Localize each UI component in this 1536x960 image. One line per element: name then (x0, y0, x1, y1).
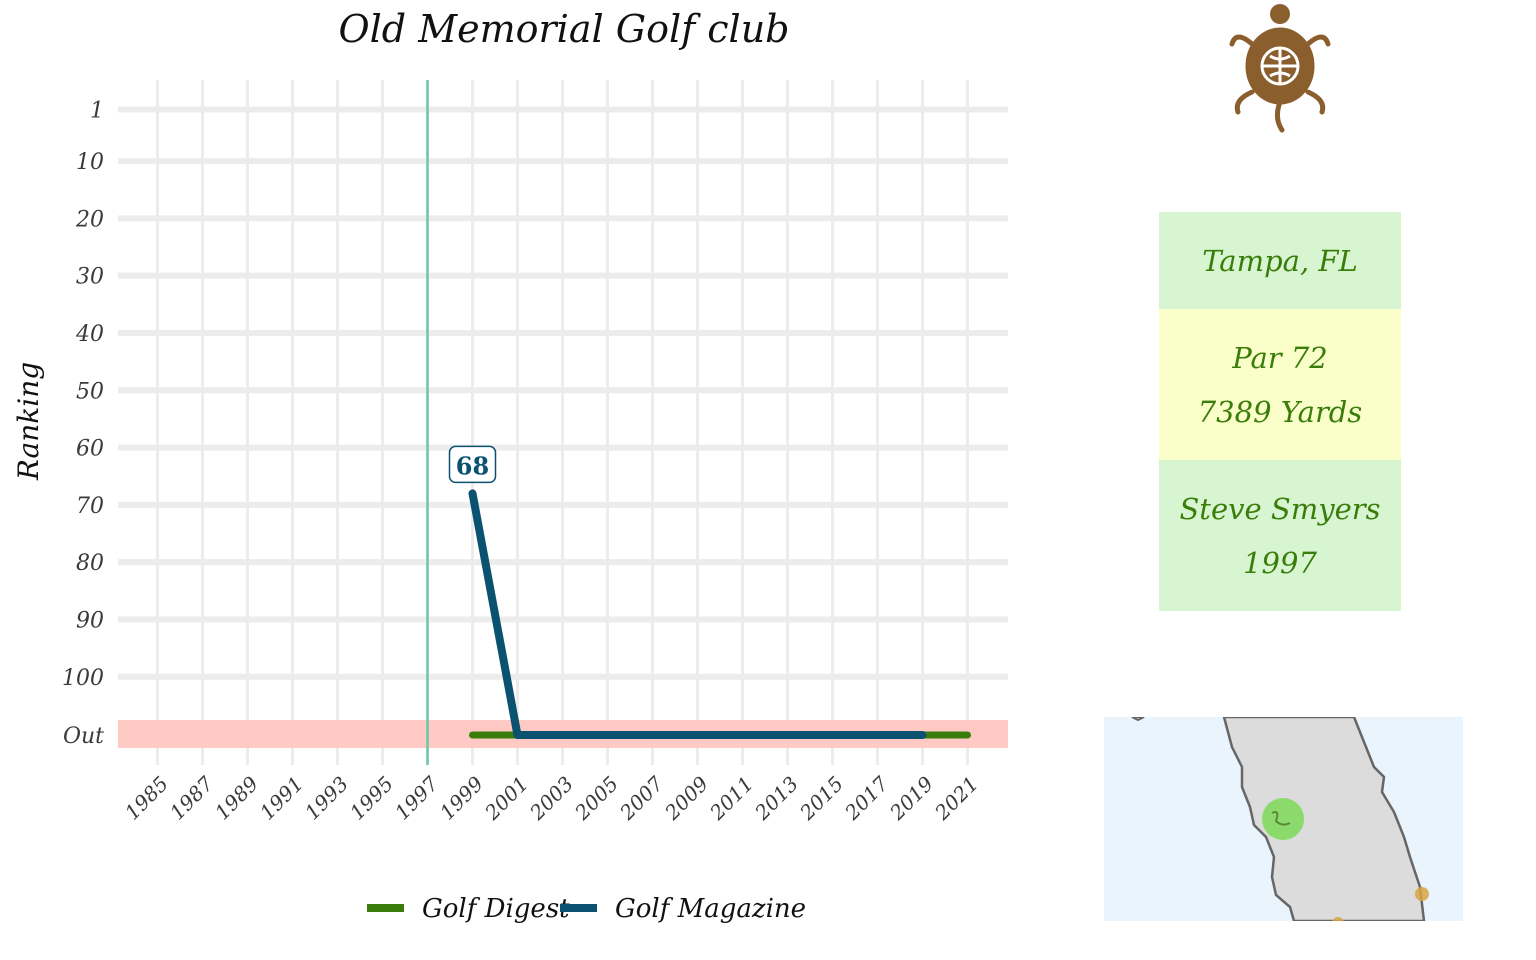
map-other-course (1332, 917, 1344, 921)
x-tick-label: 2003 (524, 772, 578, 826)
architect-block: Steve Smyers 1997 (1159, 460, 1401, 611)
x-tick-label: 2017 (839, 771, 893, 825)
y-tick-label: 10 (76, 150, 104, 175)
series-lines (468, 489, 971, 739)
y-tick-label: 30 (76, 265, 104, 290)
x-tick-label: 2009 (659, 771, 713, 825)
data-label-box (448, 445, 497, 484)
x-tick-label: 1985 (120, 772, 173, 825)
x-tick-label: 2019 (884, 771, 938, 825)
map-highlight-course (1262, 798, 1304, 840)
y-tick-label: 20 (75, 207, 104, 232)
x-tick-label: 2015 (794, 772, 848, 826)
y-tick-label: 40 (75, 322, 104, 347)
y-tick-label: 80 (76, 551, 104, 576)
legend-label: Golf Magazine (615, 894, 806, 924)
x-tick-label: 2021 (929, 772, 983, 826)
location-text: Tampa, FL (1202, 243, 1358, 278)
series-line-golf-magazine (468, 489, 927, 739)
data-labels: 68 (448, 445, 497, 484)
legend-label: Golf Digest (422, 894, 570, 924)
x-tick-label: 2001 (479, 772, 533, 826)
y-tick-label: 100 (62, 666, 104, 691)
x-tick-label: 1991 (255, 772, 308, 825)
turtle-logo (1226, 0, 1334, 140)
map-other-course (1415, 887, 1429, 901)
architect-text: Steve Smyers (1179, 491, 1381, 526)
par-text: Par 72 (1232, 340, 1328, 375)
x-tick-label: 2013 (749, 772, 803, 826)
legend: Golf Digest Golf Magazine (367, 894, 806, 924)
x-tick-label: 1987 (165, 771, 218, 824)
x-tick-label: 2005 (569, 772, 623, 826)
map-land-florida (1222, 717, 1426, 921)
y-tick-label: 60 (76, 437, 104, 462)
y-tick-label: Out (63, 724, 104, 749)
y-tick-labels: 1 10 20 30 40 50 60 70 80 90 100 Out (62, 99, 104, 750)
data-label: 68 (456, 451, 489, 480)
y-axis-title: Ranking (12, 362, 45, 481)
x-tick-label: 1989 (210, 771, 263, 824)
course-stats-block: Par 72 7389 Yards (1159, 309, 1401, 460)
y-tick-label: 50 (76, 379, 104, 404)
y-tick-label: 90 (76, 608, 104, 633)
chart-title: Old Memorial Golf club (339, 7, 790, 51)
x-tick-label: 1997 (390, 771, 443, 824)
y-tick-label: 70 (76, 494, 104, 519)
x-tick-labels: 1985198719891991199319951997199920012003… (120, 771, 983, 825)
year-built-text: 1997 (1243, 545, 1317, 580)
grid (118, 80, 1008, 765)
ranking-chart: Old Memorial Golf club 68 1 10 20 30 40 50 60 7… (12, 7, 1008, 924)
x-tick-label: 1993 (300, 772, 353, 825)
x-tick-label: 1995 (345, 772, 398, 825)
x-tick-label: 2011 (704, 772, 758, 826)
y-tick-label: 1 (90, 99, 104, 124)
turtle-icon (1229, 4, 1331, 133)
x-tick-label: 1999 (435, 771, 488, 824)
course-info-panel: Tampa, FL Par 72 7389 Yards Steve Smyers… (1159, 212, 1401, 611)
location-block: Tampa, FL (1159, 212, 1401, 309)
location-map (1104, 717, 1463, 921)
x-tick-label: 2007 (614, 771, 668, 825)
yards-text: 7389 Yards (1197, 394, 1363, 429)
